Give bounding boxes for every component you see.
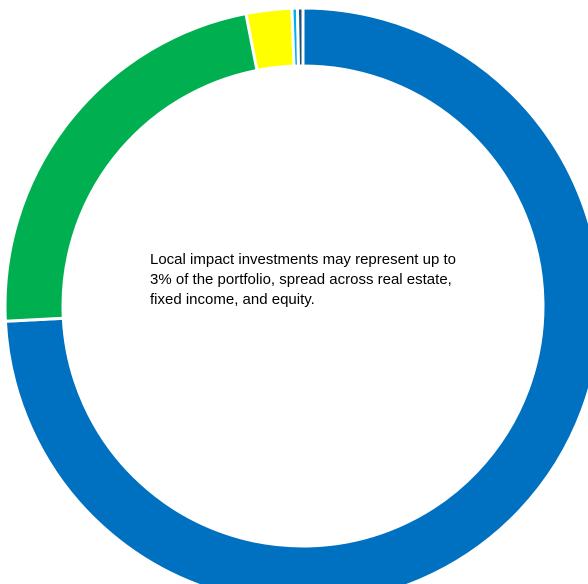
- donut-slice-1: [3, 6, 588, 584]
- donut-slice-5: [295, 6, 305, 68]
- donut-slices: [3, 6, 588, 584]
- center-note: Local impact investments may represent u…: [150, 251, 456, 308]
